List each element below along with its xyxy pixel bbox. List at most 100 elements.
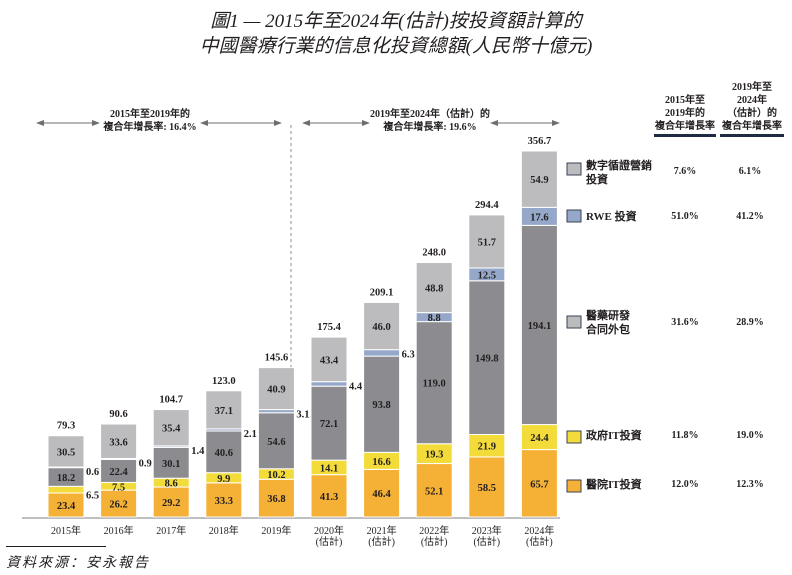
legend-swatch-hospital-it <box>566 479 582 493</box>
arrow-2015-2019-left-right-head <box>92 120 100 126</box>
legend-cagr2-hospital-it: 12.3% <box>736 479 764 490</box>
total-label-8: 294.4 <box>475 200 499 211</box>
data-label-government-it-5: 14.1 <box>320 463 338 474</box>
data-label-digital-marketing-9: 54.9 <box>530 175 548 186</box>
legend-cagr1-government-it: 11.8% <box>671 430 699 441</box>
data-label-cro-7: 119.0 <box>423 379 446 390</box>
data-label-government-it-2: 8.6 <box>165 479 178 490</box>
bar-segment-hospital-it-2 <box>152 486 190 518</box>
x-tick-label-8: 2023年 (估計) <box>462 526 512 548</box>
data-label-rwe-6: 6.3 <box>402 350 415 361</box>
x-tick-label-6: 2021年 (估計) <box>357 526 407 548</box>
data-label-hospital-it-8: 58.5 <box>478 483 496 494</box>
x-tick-sublabel-9: (估計) <box>526 537 553 548</box>
data-label-cro-6: 93.8 <box>372 400 390 411</box>
data-label-rwe-8: 12.5 <box>478 270 496 281</box>
bar-segment-digital-marketing-7 <box>415 262 453 314</box>
cagr-annotation-2015-2019-line2: 複合年增長率: 16.4% <box>103 122 197 133</box>
data-label-cro-2: 30.1 <box>162 459 180 470</box>
x-tick-label-5: 2020年 (估計) <box>304 526 354 548</box>
x-tick-year-2: 2017年 <box>156 526 187 537</box>
chart-title-line-1: 圖1 — 2015年至2024年(估計)按投資額計算的 <box>210 11 582 32</box>
legend-cagr1-cro: 31.6% <box>671 317 699 328</box>
cagr-header-2019-2024-line1: 2019年至 <box>732 82 772 93</box>
data-label-hospital-it-9: 65.7 <box>530 479 548 490</box>
data-label-hospital-it-6: 46.4 <box>372 489 391 500</box>
total-label-3: 123.0 <box>212 376 236 387</box>
arrow-2019-2024-right-right-head <box>552 120 560 126</box>
total-label-1: 90.6 <box>109 409 127 420</box>
legend-label-cro: 醫藥研發 合同外包 <box>586 309 630 337</box>
data-label-rwe-7: 8.8 <box>428 313 441 324</box>
data-label-digital-marketing-6: 46.0 <box>372 322 390 333</box>
legend-cagr1-digital-marketing: 7.6% <box>673 166 697 177</box>
x-tick-label-9: 2024年 (估計) <box>514 526 564 548</box>
cagr-annotation-2019-2024-line2: 複合年增長率: 19.6% <box>383 122 477 133</box>
total-label-5: 175.4 <box>317 322 341 333</box>
bar-segment-cro-4 <box>257 412 295 470</box>
legend-swatch-digital-marketing <box>566 162 582 176</box>
source-note: 資料來源：安永報告 <box>6 556 150 571</box>
arrow-2015-2019-left-left-head <box>36 120 44 126</box>
bar-segment-digital-marketing-1 <box>100 423 138 460</box>
data-label-government-it-6: 16.6 <box>372 457 390 468</box>
cagr-header-2019-2024-rule <box>720 134 784 137</box>
data-label-government-it-8: 21.9 <box>478 442 496 453</box>
x-tick-label-0: 2015年 <box>41 526 91 537</box>
data-label-government-it-4: 10.2 <box>267 470 285 481</box>
data-label-rwe-3: 2.1 <box>244 429 257 440</box>
data-label-government-it-9: 24.4 <box>530 433 549 444</box>
data-label-digital-marketing-3: 37.1 <box>215 406 233 417</box>
arrow-2019-2024-right-left-head <box>490 120 498 126</box>
arrow-2019-2024-left-left-head <box>302 120 310 126</box>
total-label-0: 79.3 <box>57 421 75 432</box>
cagr-header-2019-2024: 2019年至 2024年 （估計）的 複合年增長率 <box>718 81 786 133</box>
data-label-digital-marketing-8: 51.7 <box>478 237 496 248</box>
bar-segment-cro-6 <box>363 355 401 453</box>
legend-cagr1-rwe: 51.0% <box>671 211 699 222</box>
bar-segment-cro-7 <box>415 321 453 445</box>
data-label-cro-5: 72.1 <box>320 419 338 430</box>
data-label-cro-1: 22.4 <box>109 467 128 478</box>
data-label-digital-marketing-5: 43.4 <box>320 355 339 366</box>
data-label-cro-0: 18.2 <box>57 473 75 484</box>
data-label-government-it-7: 19.3 <box>425 450 443 461</box>
bar-segment-rwe-5 <box>310 381 348 387</box>
cagr-header-2019-2024-line2: 2024年 <box>737 95 767 106</box>
x-tick-year-6: 2021年 <box>366 526 397 537</box>
data-label-digital-marketing-2: 35.4 <box>162 424 181 435</box>
source-rule <box>6 546 106 547</box>
data-label-government-it-1: 7.5 <box>112 482 125 493</box>
legend-cagr1-hospital-it: 12.0% <box>671 479 699 490</box>
x-tick-label-4: 2019年 <box>251 526 301 537</box>
x-tick-year-3: 2018年 <box>208 526 239 537</box>
bar-segment-hospital-it-1 <box>100 489 138 518</box>
cagr-header-2015-2019: 2015年至 2019年的 複合年增長率 <box>652 94 718 133</box>
bar-segment-digital-marketing-0 <box>47 435 85 468</box>
data-label-government-it-3: 9.9 <box>217 474 230 485</box>
data-label-hospital-it-1: 26.2 <box>109 500 127 511</box>
data-label-rwe-0: 0.6 <box>86 467 99 478</box>
x-tick-label-1: 2016年 <box>94 526 144 537</box>
arrow-2015-2019-right-left-head <box>200 120 208 126</box>
bar-segment-cro-3 <box>205 430 243 474</box>
cagr-annotation-2015-2019: 2015年至2019年的 複合年增長率: 16.4% <box>100 108 200 134</box>
data-label-cro-4: 54.6 <box>267 437 285 448</box>
x-tick-label-2: 2017年 <box>146 526 196 537</box>
bar-segment-hospital-it-4 <box>257 478 295 518</box>
data-label-cro-3: 40.6 <box>215 448 233 459</box>
legend-label-digital-marketing-line1: 數字循證營銷 <box>586 160 652 172</box>
data-label-hospital-it-0: 23.4 <box>57 501 76 512</box>
arrow-2019-2024-left-right-head <box>362 120 370 126</box>
legend-cagr2-cro: 28.9% <box>736 317 764 328</box>
x-tick-year-0: 2015年 <box>51 526 81 537</box>
data-label-hospital-it-2: 29.2 <box>162 498 180 509</box>
total-label-2: 104.7 <box>159 395 183 406</box>
data-label-digital-marketing-4: 40.9 <box>267 385 285 396</box>
legend-swatch-government-it <box>566 430 582 444</box>
total-label-7: 248.0 <box>422 248 446 259</box>
data-label-rwe-5: 4.4 <box>349 382 363 393</box>
legend-swatch-cro <box>566 315 582 329</box>
legend-cagr2-digital-marketing: 6.1% <box>738 166 762 177</box>
